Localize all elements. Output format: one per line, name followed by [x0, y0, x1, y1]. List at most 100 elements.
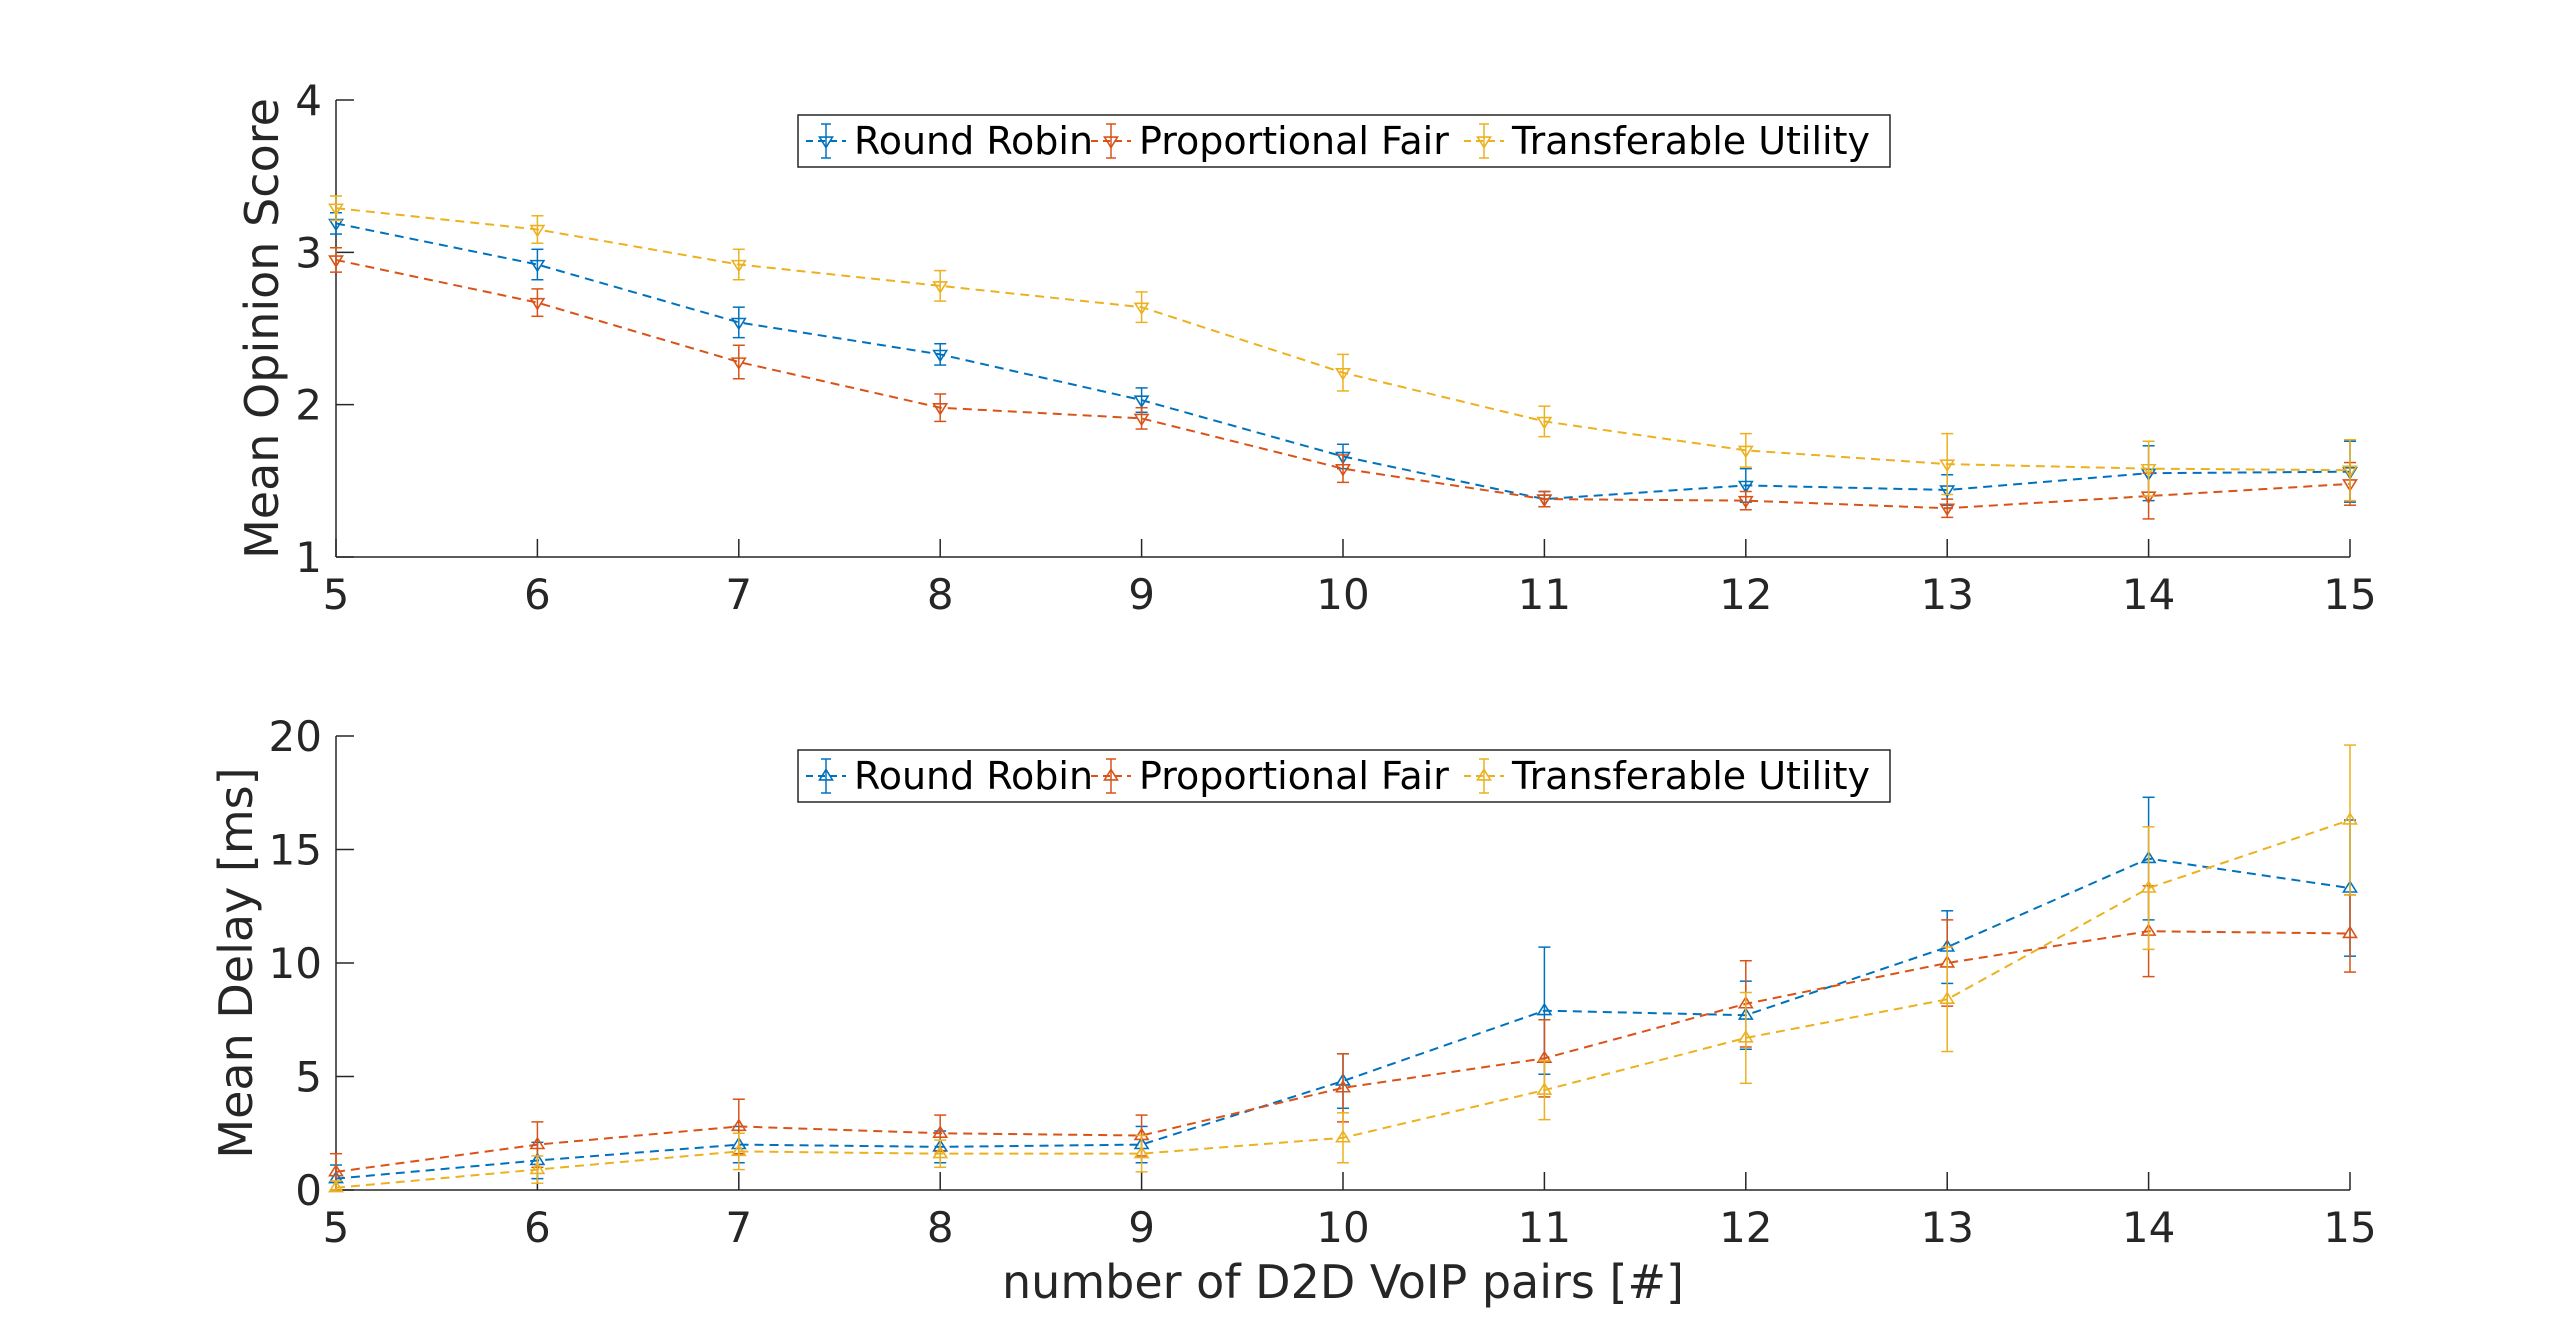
series-line: [335, 207, 2351, 472]
legend-marker: [1103, 136, 1119, 150]
series-line: [335, 222, 2351, 501]
y-tick-label: 3: [295, 228, 322, 277]
data-point: [1133, 395, 1150, 409]
legend-marker: [1476, 136, 1492, 150]
x-tick-label: 8: [927, 570, 954, 619]
legend-label: Round Robin: [854, 119, 1093, 163]
y-tick-label: 15: [269, 826, 322, 875]
series-transferable-utility: [328, 744, 2358, 1193]
x-tick-label: 6: [524, 1203, 551, 1252]
y-tick-label: 1: [295, 533, 322, 582]
x-axis-label: number of D2D VoIP pairs [#]: [1002, 1255, 1684, 1309]
y-tick-label: 10: [269, 939, 322, 988]
legend: Round Robin Proportional Fair Transferable…: [797, 749, 1891, 803]
legend-label: Proportional Fair: [1139, 119, 1449, 163]
legend-marker: [1476, 767, 1492, 781]
data-point: [529, 1136, 546, 1150]
y-tick-label: 0: [295, 1166, 322, 1215]
legend-entry: Round Robin: [806, 754, 1093, 798]
x-tick-label: 7: [725, 570, 752, 619]
data-point: [730, 317, 747, 331]
data-point: [328, 255, 344, 268]
x-tick-label: 10: [1316, 1203, 1369, 1252]
x-tick-label: 14: [2122, 1203, 2175, 1252]
y-tick-label: 20: [269, 712, 322, 761]
data-point: [529, 297, 546, 311]
legend: Round Robin Proportional Fair Transferable…: [797, 114, 1891, 168]
data-point: [1536, 1082, 1553, 1095]
legend-marker: [818, 136, 834, 150]
x-tick-label: 12: [1719, 1203, 1772, 1252]
y-axis-label: Mean Delay [ms]: [209, 767, 263, 1158]
legend-marker: [1103, 767, 1119, 781]
data-point: [1335, 463, 1351, 477]
legend-entry: Proportional Fair: [1091, 119, 1449, 163]
data-point: [932, 1125, 949, 1138]
data-point: [932, 349, 949, 363]
data-point: [1133, 302, 1150, 316]
x-tick-label: 13: [1920, 570, 1973, 619]
data-point: [2342, 465, 2358, 479]
data-point: [328, 1163, 344, 1177]
data-point: [1939, 503, 1956, 517]
data-point: [932, 281, 949, 294]
legend-box: [797, 749, 1891, 803]
data-point: [2342, 925, 2358, 939]
x-tick-label: 7: [725, 1203, 752, 1252]
series-line: [335, 930, 2351, 1173]
series-line: [335, 857, 2351, 1180]
x-tick-label: 15: [2323, 570, 2376, 619]
legend-label: Transferable Utility: [1511, 754, 1870, 798]
y-tick-label: 2: [295, 381, 322, 430]
x-tick-label: 12: [1719, 570, 1772, 619]
data-point: [328, 203, 344, 217]
x-tick-label: 11: [1518, 1203, 1571, 1252]
x-tick-label: 10: [1316, 570, 1369, 619]
x-tick-label: 5: [323, 1203, 350, 1252]
data-point: [529, 224, 546, 238]
data-point: [1737, 445, 1754, 459]
legend-label: Round Robin: [854, 754, 1093, 798]
x-tick-label: 13: [1920, 1203, 1973, 1252]
data-point: [730, 1143, 747, 1157]
data-point: [1536, 494, 1553, 508]
data-point: [1737, 495, 1754, 509]
data-point: [1536, 1002, 1553, 1016]
legend-entry: Round Robin: [806, 119, 1093, 163]
x-tick-label: 14: [2122, 570, 2175, 619]
x-tick-label: 15: [2323, 1203, 2376, 1252]
data-point: [730, 357, 747, 371]
legend-entry: Transferable Utility: [1464, 119, 1870, 163]
data-point: [2140, 880, 2157, 893]
series-transferable-utility: [328, 195, 2358, 502]
data-point: [1335, 1129, 1351, 1143]
x-tick-label: 11: [1518, 570, 1571, 619]
x-tick-label: 9: [1128, 1203, 1155, 1252]
data-point: [1737, 1029, 1754, 1043]
x-tick-label: 8: [927, 1203, 954, 1252]
data-point: [529, 1161, 546, 1175]
x-tick-label: 6: [524, 570, 551, 619]
data-point: [1335, 451, 1351, 465]
series-line: [335, 258, 2351, 510]
legend-box: [797, 114, 1891, 168]
y-tick-label: 5: [295, 1053, 322, 1102]
x-tick-label: 9: [1128, 570, 1155, 619]
data-point: [932, 403, 949, 416]
data-point: [1335, 367, 1351, 381]
data-point: [730, 1118, 747, 1132]
data-point: [730, 259, 747, 273]
data-point: [328, 1179, 344, 1193]
data-point: [1335, 1079, 1351, 1093]
data-point: [1133, 1145, 1150, 1159]
data-point: [1939, 459, 1956, 473]
data-point: [2342, 811, 2358, 825]
legend-entry: Proportional Fair: [1091, 754, 1449, 798]
data-point: [2140, 463, 2157, 477]
data-point: [932, 1145, 949, 1159]
data-point: [1133, 413, 1150, 427]
x-tick-label: 5: [323, 570, 350, 619]
